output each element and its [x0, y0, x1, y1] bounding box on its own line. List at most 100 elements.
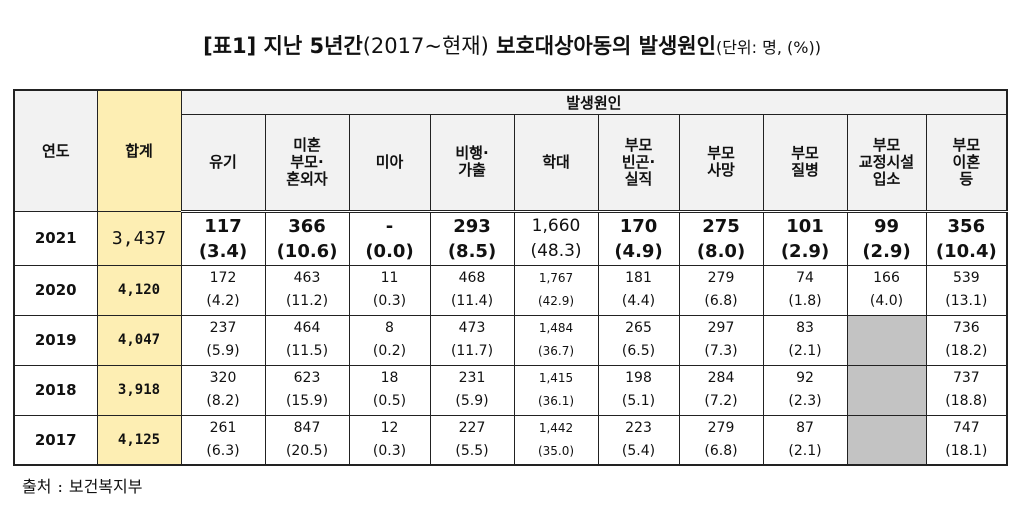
source-note: 출처: 보건복지부	[22, 473, 142, 497]
year-cell: 2018	[13, 364, 98, 416]
table-row: 2017 4,125 261 (6.3) 847 (20.5) 12 (0.3) 227 (5.5…	[13, 414, 1008, 466]
percent-value: (6.8)	[704, 293, 738, 309]
value-cell: 1,484 (36.7)	[513, 314, 599, 366]
percent-value: (6.3)	[206, 442, 240, 459]
count-value: 1,484	[538, 321, 574, 335]
cause-statistics-table: 연도 합계 발생원인 유기 미혼 부모· 혼외자 미아 비행· 가출 학대 부모 빈곤· 실직 부모 사…	[13, 89, 1009, 466]
cause-header-line: 혼외자	[286, 169, 328, 188]
cause-header-line: 교정시설	[858, 152, 915, 171]
cause-column-header: 미혼 부모· 혼외자	[264, 113, 350, 213]
count-value: 356	[947, 215, 986, 237]
count-value: 1,415	[538, 371, 574, 385]
percent-value: (10.6)	[276, 240, 338, 262]
value-cell: 737 (18.8)	[925, 364, 1008, 416]
title-unit: (단위: 명, (%))	[715, 38, 821, 57]
percent-value: (4.4)	[621, 293, 656, 309]
percent-value: (11.4)	[450, 293, 494, 309]
value-cell: 747 (18.1)	[925, 414, 1008, 466]
percent-value: (4.2)	[206, 293, 240, 309]
count-value: 198	[625, 370, 652, 386]
source-text: 보건복지부	[68, 477, 143, 496]
value-cell: 623 (15.9)	[264, 364, 350, 416]
percent-value: (20.5)	[285, 442, 329, 459]
percent-value: (0.0)	[365, 240, 414, 262]
count-value: 117	[204, 215, 242, 237]
percent-value: (7.3)	[704, 343, 738, 359]
count-value: 366	[288, 215, 326, 237]
table-row: 2021 3,437 117 (3.4) 366 (10.6) - (0.0) 293 (8.5)…	[13, 210, 1008, 266]
cause-group-header: 발생원인	[180, 89, 1008, 115]
cause-column-header: 부모 질병	[762, 113, 848, 213]
count-value: 265	[625, 320, 652, 336]
count-value: 227	[458, 419, 486, 436]
value-cell: 279 (6.8)	[678, 264, 764, 316]
value-cell: 468 (11.4)	[429, 264, 515, 316]
percent-value: (0.3)	[372, 442, 407, 459]
count-value: 18	[380, 370, 399, 386]
percent-value: (2.9)	[862, 240, 911, 262]
cause-column-header: 부모 교정시설 입소	[846, 113, 927, 213]
percent-value: (1.8)	[788, 293, 822, 309]
count-value: 539	[952, 270, 980, 286]
cause-column-header: 부모 이혼 등	[925, 113, 1008, 213]
value-cell: 181 (4.4)	[597, 264, 680, 316]
value-cell: 198 (5.1)	[597, 364, 680, 416]
percent-value: (13.1)	[945, 293, 988, 309]
cause-header-line: 부모	[791, 144, 819, 162]
count-value: 1,767	[538, 271, 574, 285]
value-cell: 223 (5.4)	[597, 414, 680, 466]
count-value: 12	[380, 419, 399, 436]
total-cell: 4,047	[96, 314, 182, 366]
count-value: 293	[453, 215, 491, 237]
value-cell: 293 (8.5)	[429, 210, 515, 266]
count-value: 297	[707, 320, 735, 336]
value-cell: 237 (5.9)	[180, 314, 266, 366]
cause-column-header: 부모 빈곤· 실직	[597, 113, 680, 213]
value-cell: 8 (0.2)	[348, 314, 431, 366]
percent-value: (36.1)	[537, 394, 575, 408]
table-row: 2019 4,047 237 (5.9) 464 (11.5) 8 (0.2) 473 (11.7…	[13, 314, 1008, 366]
value-cell: 1,442 (35.0)	[513, 414, 599, 466]
cause-column-header: 학대	[513, 113, 599, 213]
cause-header-line: 부모	[707, 144, 735, 162]
total-cell: 4,120	[96, 264, 182, 316]
percent-value: (35.0)	[537, 443, 575, 458]
cause-header-line: 등	[959, 169, 974, 188]
percent-value: (42.9)	[537, 294, 575, 308]
count-value: 279	[707, 270, 735, 286]
value-cell: 463 (11.2)	[264, 264, 350, 316]
cause-header-line: 실직	[624, 169, 653, 188]
value-cell: 12 (0.3)	[348, 414, 431, 466]
value-cell: 539 (13.1)	[925, 264, 1008, 316]
value-cell: 736 (18.2)	[925, 314, 1008, 366]
total-cell: 4,125	[96, 414, 182, 466]
percent-value: (11.7)	[450, 343, 494, 359]
table-row: 2018 3,918 320 (8.2) 623 (15.9) 18 (0.5) 231 (5.9…	[13, 364, 1008, 416]
count-value: 237	[209, 320, 237, 336]
count-value: 847	[293, 419, 321, 436]
count-value: 279	[707, 419, 735, 436]
percent-value: (8.0)	[696, 240, 746, 262]
percent-value: (5.9)	[455, 393, 489, 409]
count-value: 170	[619, 215, 658, 237]
percent-value: (36.7)	[537, 344, 575, 358]
percent-value: (3.4)	[198, 240, 248, 262]
percent-value: (6.5)	[621, 343, 656, 359]
title-subject: 보호대상아동의 발생원인	[496, 34, 716, 58]
cause-column-header: 미아	[348, 113, 431, 213]
percent-value: (48.3)	[530, 240, 582, 261]
cause-header-line: 빈곤·	[621, 152, 656, 171]
value-cell: 473 (11.7)	[429, 314, 515, 366]
year-cell: 2019	[13, 314, 98, 366]
cause-header-line: 이혼	[952, 152, 981, 171]
count-value: 172	[209, 270, 237, 286]
count-value: 92	[796, 370, 814, 386]
cause-header-line: 입소	[872, 169, 901, 188]
cause-header-line: 부모·	[290, 152, 324, 171]
total-cell: 3,437	[96, 210, 182, 266]
year-cell: 2017	[13, 414, 98, 466]
percent-value: (5.9)	[206, 343, 240, 359]
value-cell: 1,767 (42.9)	[513, 264, 599, 316]
year-column-header: 연도	[13, 89, 98, 212]
cause-header-line: 사망	[707, 161, 735, 179]
